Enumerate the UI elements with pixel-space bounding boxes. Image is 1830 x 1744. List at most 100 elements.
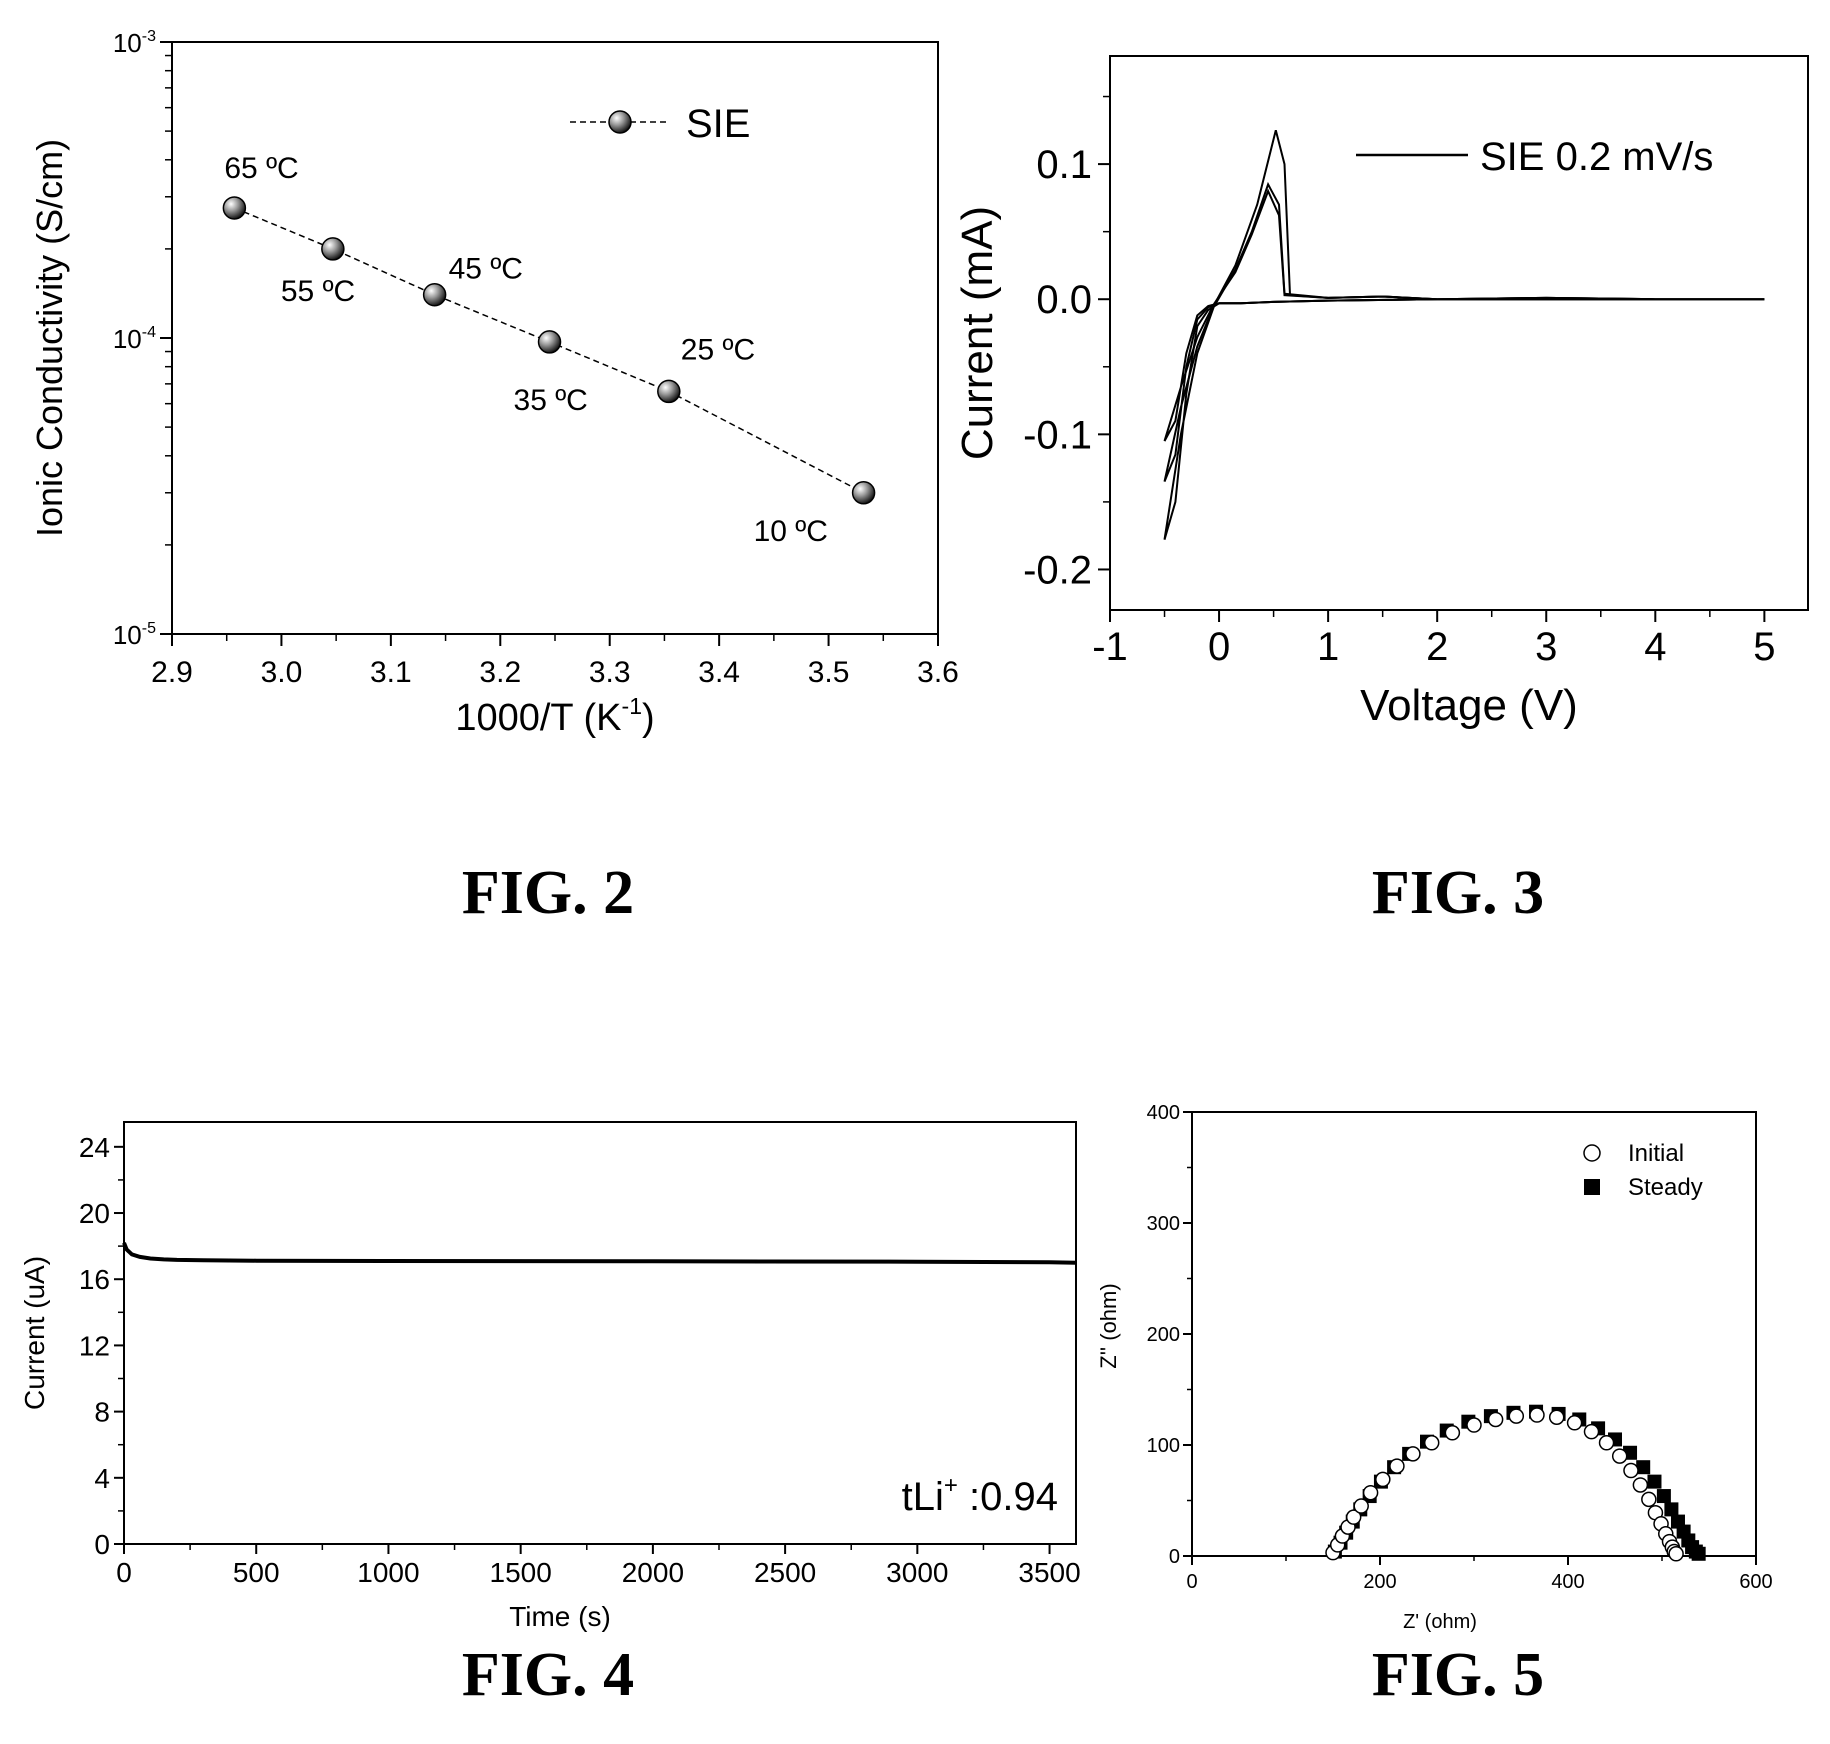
fig2-data-point xyxy=(222,196,247,220)
fig3-y-axis-label: Current (mA) xyxy=(953,206,1002,460)
fig5-y-tick-label: 0 xyxy=(1169,1546,1180,1568)
fig2-x-tick-label: 3.4 xyxy=(698,656,740,689)
fig5-steady-point xyxy=(1664,1502,1679,1517)
fig4-x-tick-label: 2000 xyxy=(622,1557,684,1588)
fig4-y-tick-label: 0 xyxy=(94,1529,110,1560)
fig3-x-tick-label: -1 xyxy=(1092,625,1128,669)
fig5-initial-point xyxy=(1611,1448,1628,1464)
fig2-y-tick-label: 10-4 xyxy=(113,324,156,354)
fig5-x-tick-label: 200 xyxy=(1363,1571,1396,1593)
caption-fig4: FIG. 4 xyxy=(461,1641,635,1709)
fig4-x-tick-label: 1000 xyxy=(357,1557,419,1588)
fig4-x-tick-label: 0 xyxy=(116,1557,132,1588)
fig4-x-tick-label: 3000 xyxy=(886,1557,948,1588)
fig5-initial-point xyxy=(1508,1408,1525,1424)
fig4-y-tick-label: 8 xyxy=(94,1397,110,1428)
fig3-plot-frame xyxy=(1109,55,1809,611)
fig3-y-tick-label: 0.1 xyxy=(1036,143,1092,187)
fig5-initial-point xyxy=(1641,1491,1657,1508)
fig5-steady-point xyxy=(1647,1474,1662,1489)
fig2-y-axis-label: Ionic Conductivity (S/cm) xyxy=(29,139,70,537)
fig2-series-line xyxy=(234,207,864,494)
fig2-y-tick-label: 10-5 xyxy=(113,620,156,650)
fig5-legend-label-initial: Initial xyxy=(1628,1140,1684,1167)
fig3-x-axis-label: Voltage (V) xyxy=(1360,681,1578,730)
fig4-current-line xyxy=(122,1242,1077,1265)
fig2-data-point xyxy=(321,237,345,261)
fig5-y-tick-label: 100 xyxy=(1147,1435,1180,1457)
fig3-cv-cycle-line xyxy=(1163,130,1765,482)
fig4-x-tick-label: 2500 xyxy=(754,1557,816,1588)
fig3-cv-cycle-line xyxy=(1163,181,1765,540)
fig2-point-label: 35 ºC xyxy=(514,384,588,417)
fig2-x-tick-label: 3.0 xyxy=(261,656,303,689)
fig5-initial-point xyxy=(1529,1407,1545,1423)
fig5-initial-point xyxy=(1598,1435,1615,1451)
fig3-x-tick-label: 2 xyxy=(1426,625,1448,669)
fig4-x-tick-label: 500 xyxy=(233,1557,280,1588)
fig5-initial-point xyxy=(1375,1471,1391,1488)
fig2-data-point xyxy=(851,481,876,505)
fig2-x-tick-label: 3.1 xyxy=(370,656,412,689)
fig3-x-tick-label: 1 xyxy=(1317,625,1339,669)
fig4-annotation: tLi+ :0.94 xyxy=(902,1472,1058,1519)
fig3-x-tick-label: 3 xyxy=(1535,625,1557,669)
fig4-y-tick-label: 16 xyxy=(79,1264,110,1295)
fig5-legend-label-steady: Steady xyxy=(1628,1174,1703,1201)
fig5-initial-point xyxy=(1583,1423,1600,1440)
fig5-initial-point xyxy=(1353,1498,1369,1514)
fig5-initial-point xyxy=(1405,1446,1421,1462)
caption-fig2: FIG. 2 xyxy=(461,859,635,927)
fig5-y-tick-label: 300 xyxy=(1147,1213,1180,1235)
chart-fig3-cyclic-voltammetry: -1 0 1 2 3 4 5 0.1 0.0 -0.1 -0.2 Voltage (V) Current… xyxy=(953,55,1809,730)
fig2-point-label: 55 ºC xyxy=(281,275,355,308)
fig5-steady-point xyxy=(1636,1460,1651,1475)
fig5-y-tick-label: 400 xyxy=(1147,1102,1180,1124)
fig3-x-tick-label: 4 xyxy=(1644,625,1666,669)
fig4-y-tick-label: 4 xyxy=(94,1463,110,1494)
fig2-x-tick-label: 3.5 xyxy=(808,656,850,689)
fig5-x-tick-label: 600 xyxy=(1739,1571,1772,1593)
fig4-x-tick-label: 1500 xyxy=(490,1557,552,1588)
fig5-x-axis-label: Z' (ohm) xyxy=(1403,1611,1477,1633)
fig2-point-label: 65 ºC xyxy=(224,152,298,185)
fig2-point-label: 10 ºC xyxy=(754,515,828,548)
fig3-x-tick-label: 5 xyxy=(1753,625,1775,669)
fig3-y-tick-label: -0.2 xyxy=(1023,548,1092,592)
fig2-data-point xyxy=(537,330,562,354)
fig3-legend-label: SIE 0.2 mV/s xyxy=(1480,135,1713,179)
fig2-x-tick-label: 3.3 xyxy=(589,656,631,689)
fig5-legend-marker-initial xyxy=(1583,1144,1601,1162)
fig2-point-label: 45 ºC xyxy=(449,253,523,286)
fig5-initial-point xyxy=(1668,1546,1684,1562)
fig5-steady-point xyxy=(1656,1489,1671,1504)
fig5-initial-point xyxy=(1345,1509,1362,1525)
fig2-y-tick-label: 10-3 xyxy=(113,28,156,58)
fig5-initial-point xyxy=(1566,1415,1583,1431)
fig3-cv-cycle-line xyxy=(1163,188,1765,442)
fig3-x-tick-label: 0 xyxy=(1208,625,1230,669)
fig5-initial-point xyxy=(1362,1484,1379,1501)
caption-fig5: FIG. 5 xyxy=(1371,1641,1545,1709)
fig4-x-tick-label: 3500 xyxy=(1018,1557,1080,1588)
fig5-initial-point xyxy=(1389,1458,1405,1474)
fig2-legend-label: SIE xyxy=(686,102,750,146)
chart-fig4-chronoamperometry: 0 500 1000 1500 2000 2500 3000 3500 0 4 8 12 16 20 24 T… xyxy=(19,1121,1081,1632)
fig5-legend-marker-steady xyxy=(1584,1179,1600,1195)
fig5-steady-point xyxy=(1691,1546,1706,1561)
fig4-y-tick-label: 24 xyxy=(79,1132,110,1163)
fig5-y-axis-label: Z'' (ohm) xyxy=(1096,1283,1121,1368)
fig5-y-tick-label: 200 xyxy=(1147,1324,1180,1346)
fig5-initial-point xyxy=(1548,1409,1565,1425)
fig5-initial-point xyxy=(1632,1477,1649,1493)
caption-fig3: FIG. 3 xyxy=(1371,859,1545,927)
fig2-x-tick-label: 2.9 xyxy=(151,656,193,689)
fig2-x-tick-label: 3.2 xyxy=(479,656,521,689)
fig5-initial-point xyxy=(1423,1435,1440,1451)
chart-fig2-ionic-conductivity: 2.9 3.0 3.1 3.2 3.3 3.4 3.5 3.6 10-3 10-4 10-5 1000… xyxy=(29,28,959,739)
fig2-x-axis-label: 1000/T (K-1) xyxy=(455,693,654,739)
fig4-plot-frame xyxy=(123,1121,1077,1545)
fig5-initial-point xyxy=(1623,1462,1639,1479)
fig5-initial-point xyxy=(1444,1425,1461,1441)
